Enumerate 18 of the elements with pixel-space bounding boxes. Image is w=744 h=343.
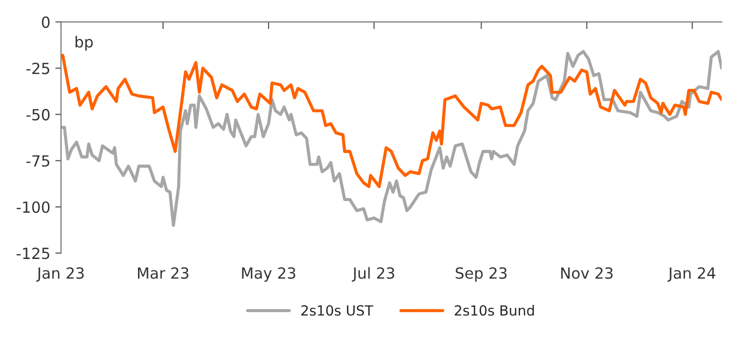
y-tick-label: -75	[26, 155, 50, 167]
legend-label: 2s10s UST	[301, 305, 374, 316]
y-tick-label: -125	[16, 248, 50, 260]
x-tick-label: Nov 23	[561, 267, 613, 279]
y-tick-label: 0	[42, 16, 50, 28]
line-series	[61, 50, 722, 227]
line-series	[61, 54, 722, 188]
y-tick-label: -50	[26, 108, 50, 120]
x-tick-label: Jan 24	[668, 267, 716, 282]
annotation: bp	[76, 36, 93, 51]
x-tick-label: Mar 23	[138, 267, 188, 279]
y-tick-label: -25	[26, 62, 50, 74]
y-tick-label: -100	[16, 201, 50, 213]
x-tick-label: May 23	[242, 267, 296, 282]
x-tick-label: Sep 23	[456, 267, 507, 282]
legend-label: 2s10s Bund	[454, 304, 534, 316]
x-tick-label: Jul 23	[352, 267, 394, 282]
x-tick-label: Jan 23	[36, 267, 84, 282]
